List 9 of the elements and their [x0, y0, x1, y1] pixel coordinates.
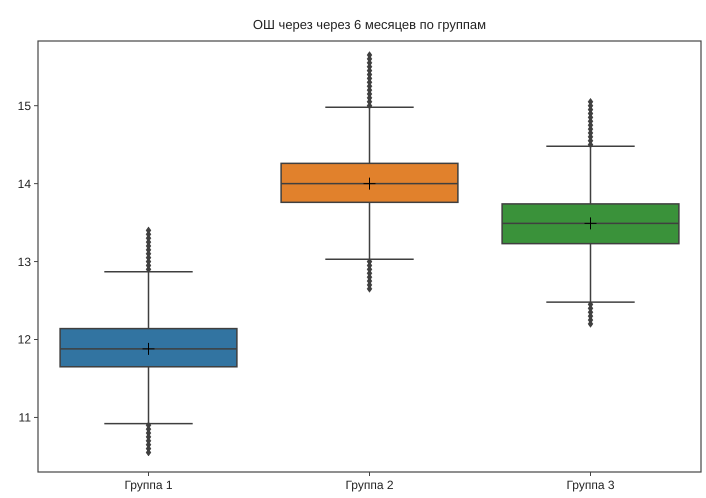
y-tick-label: 14 [18, 176, 32, 191]
x-tick-label: Группа 2 [345, 478, 394, 492]
y-tick-label: 12 [18, 332, 32, 347]
y-tick-label: 13 [18, 254, 32, 269]
chart-title: ОШ через через 6 месяцев по группам [252, 17, 486, 32]
x-tick-label: Группа 3 [566, 478, 615, 492]
y-tick-label: 11 [18, 410, 32, 425]
y-tick-label: 15 [18, 98, 32, 113]
x-tick-label: Группа 1 [124, 478, 173, 492]
